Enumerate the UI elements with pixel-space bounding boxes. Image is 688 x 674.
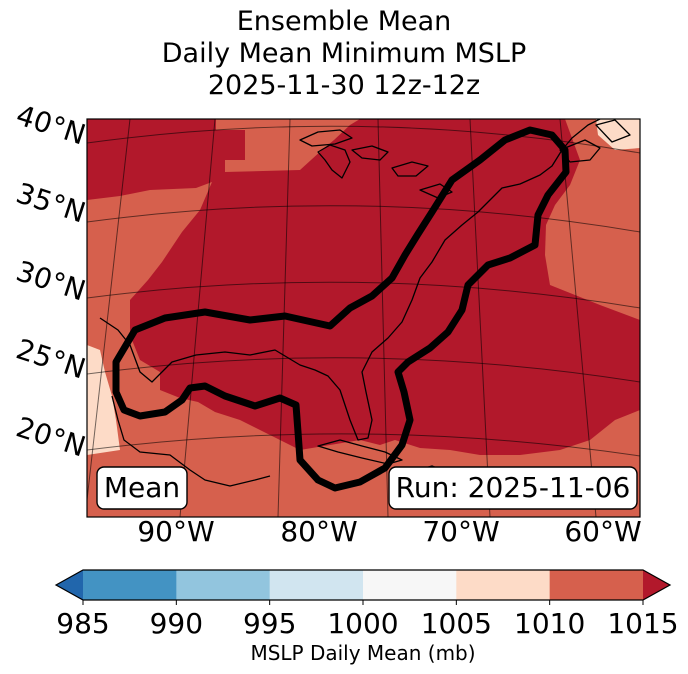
title-line-2: Daily Mean Minimum MSLP <box>161 38 527 69</box>
colorbar-label: MSLP Daily Mean (mb) <box>250 641 475 665</box>
lon-label-90w: 90°W <box>137 515 214 548</box>
colorbar-extend-min <box>56 570 83 600</box>
colorbar-tick-label-1000: 1000 <box>327 607 398 640</box>
lat-label-20: 20°N <box>12 410 89 463</box>
mean-box-label: Mean <box>104 471 180 504</box>
colorbar-tick-label-995: 995 <box>243 607 296 640</box>
colorbar-segment-1000-1005 <box>363 570 457 600</box>
colorbar-extend-max <box>643 570 670 600</box>
lon-label-80w: 80°W <box>280 515 357 548</box>
map-frame <box>86 118 641 518</box>
map-panel <box>87 119 640 517</box>
colorbar-tick-label-1005: 1005 <box>421 607 492 640</box>
colorbar-tick-label-1010: 1010 <box>514 607 585 640</box>
colorbar-segment-995-1000 <box>269 570 364 600</box>
colorbar: 985 990 995 1000 1005 1010 1015 <box>54 569 679 640</box>
coastlines <box>99 119 631 487</box>
colorbar-tick-label-990: 990 <box>150 607 203 640</box>
title-line-1: Ensemble Mean <box>236 6 452 37</box>
run-box <box>388 466 638 510</box>
field-1005-1010-northeast <box>596 119 640 150</box>
field-above-1015 <box>87 119 640 455</box>
lat-label-30: 30°N <box>12 254 89 307</box>
colorbar-segment-985-990 <box>83 570 177 600</box>
mean-box <box>96 466 188 510</box>
colorbar-segment-1005-1010 <box>456 570 551 600</box>
run-box-label: Run: 2025-11-06 <box>396 471 631 504</box>
lon-label-60w: 60°W <box>564 515 641 548</box>
lat-label-40: 40°N <box>12 98 89 151</box>
colorbar-segment-990-995 <box>176 570 271 600</box>
colorbar-segment-1010-1015 <box>549 570 644 600</box>
colorbar-tick-label-985: 985 <box>56 607 109 640</box>
graticule-latitudes <box>87 125 640 457</box>
lat-label-25: 25°N <box>12 332 89 385</box>
lat-label-35: 35°N <box>12 176 89 229</box>
title-line-3: 2025-11-30 12z-12z <box>207 70 481 101</box>
colorbar-tick-label-1015: 1015 <box>607 607 678 640</box>
contour-1010mb <box>112 126 570 492</box>
lon-label-70w: 70°W <box>422 515 499 548</box>
